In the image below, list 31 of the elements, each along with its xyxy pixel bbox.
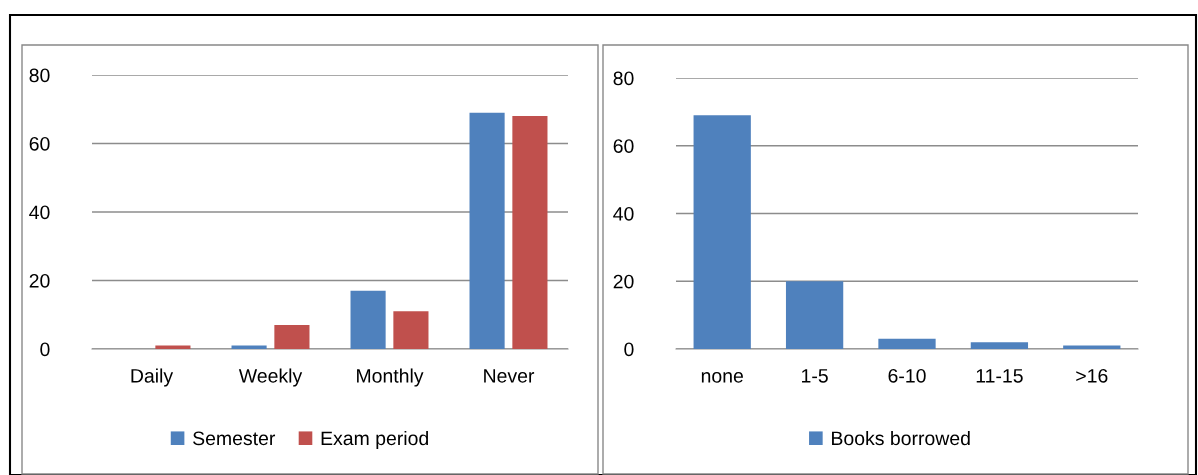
y-tick-label: 0 — [624, 342, 634, 357]
x-tick-label: 6-10 — [888, 368, 926, 383]
x-tick-label: Weekly — [238, 368, 303, 387]
bar — [785, 281, 844, 349]
bar — [970, 342, 1029, 349]
y-tick-label: 40 — [29, 205, 50, 220]
y-tick-label: 80 — [29, 68, 50, 83]
y-tick-label: 60 — [613, 139, 634, 153]
y-tick-label: 0 — [40, 342, 50, 357]
x-tick-label: 11-15 — [976, 369, 1023, 383]
y-tick-label: 20 — [613, 274, 634, 289]
legend-label: Exam period — [321, 430, 428, 450]
legend-label: Books borrowed — [832, 430, 970, 446]
x-tick-label: none — [701, 372, 743, 383]
bar — [512, 116, 548, 349]
y-tick-label: 80 — [613, 71, 634, 86]
legend-label: Semester — [193, 431, 276, 446]
bar — [274, 325, 310, 349]
bar — [469, 112, 505, 349]
x-tick-label: Monthly — [357, 368, 424, 387]
x-tick-label: 1-5 — [802, 369, 828, 383]
bar — [393, 311, 429, 349]
bar — [878, 338, 936, 349]
x-tick-label: Daily — [131, 368, 174, 387]
bar — [350, 290, 386, 349]
x-tick-label: Never — [484, 369, 535, 383]
y-tick-label: 20 — [29, 273, 50, 288]
x-tick-label: >16 — [1076, 368, 1108, 383]
bar — [693, 115, 751, 349]
y-tick-label: 60 — [29, 136, 50, 151]
y-tick-label: 40 — [613, 206, 634, 221]
